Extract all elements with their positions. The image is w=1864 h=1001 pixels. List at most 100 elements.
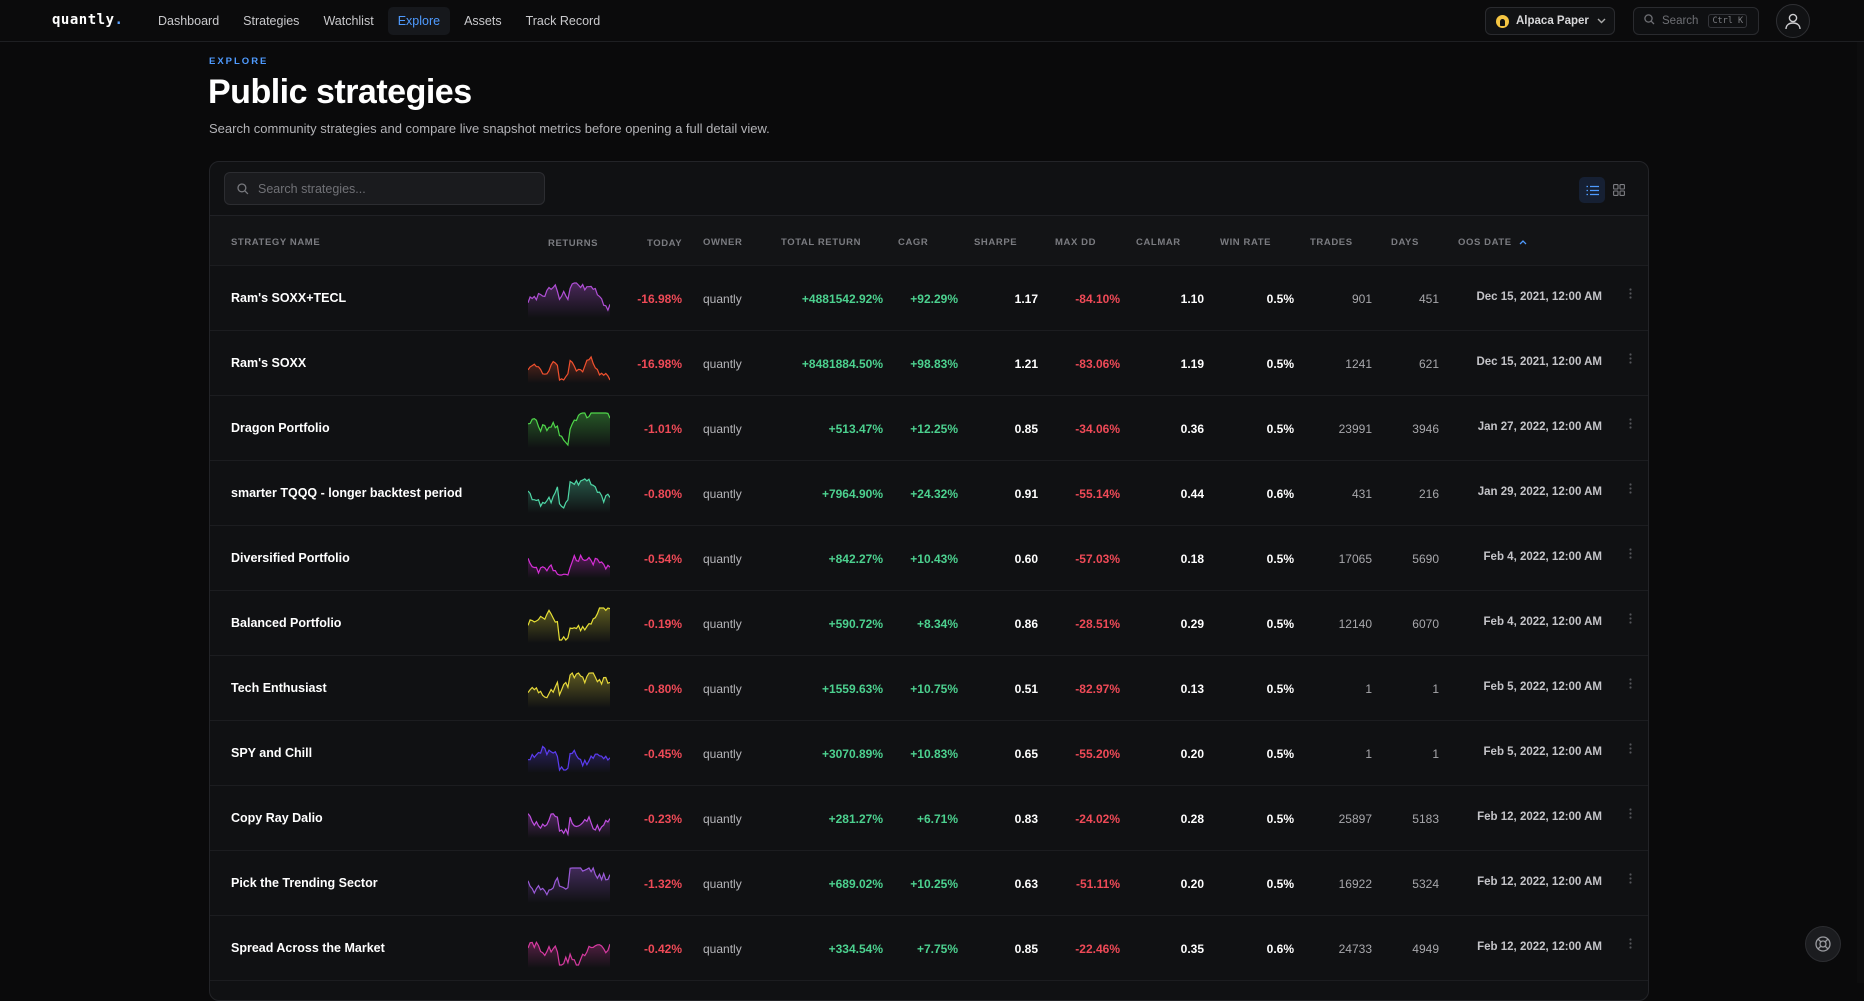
col-max-dd[interactable]: MAX DD [1055,237,1097,248]
today-change: -0.23% [643,812,682,826]
row-menu-icon[interactable] [1627,613,1633,624]
today-change: -16.98% [637,357,682,371]
total-return: +4881542.92% [801,292,883,306]
table-row[interactable]: Ram's SOXX+TECL -16.98% quantly +4881542.92… [210,266,1648,331]
grid-view-button[interactable] [1606,177,1632,203]
returns-sparkline [528,553,610,578]
table-row[interactable]: SPY and Chill -0.45% quantly +3070.89% +10.8… [210,721,1648,786]
row-menu-icon[interactable] [1627,743,1633,754]
table-row[interactable]: Spread Across the Market -0.42% quantly +33… [210,916,1648,981]
nav-watchlist[interactable]: Watchlist [323,14,374,28]
strategy-name[interactable]: Dragon Portfolio [231,421,330,435]
days: 5324 [1412,877,1439,891]
owner: quantly [703,357,742,371]
col-days[interactable]: DAYS [1391,237,1419,248]
col-calmar[interactable]: CALMAR [1136,237,1181,248]
sparkline-line [528,813,610,837]
owner: quantly [703,422,742,436]
win-rate: 0.5% [1266,682,1294,696]
user-avatar[interactable] [1776,4,1810,38]
col-oos-date[interactable]: OOS DATE [1458,237,1527,248]
row-menu-icon[interactable] [1627,938,1633,949]
trades: 1 [1365,682,1372,696]
calmar: 0.13 [1180,682,1204,696]
global-search[interactable]: Search Ctrl K [1633,7,1759,35]
returns-sparkline [528,412,610,448]
sharpe: 0.85 [1014,942,1038,956]
col-owner[interactable]: OWNER [703,237,743,248]
table-row[interactable]: Copy Ray Dalio -0.23% quantly +281.27% +6.71… [210,786,1648,851]
days: 3946 [1412,422,1439,436]
cagr: +12.25% [910,422,958,436]
sort-ascending-icon [1519,240,1527,245]
max-drawdown: -83.06% [1075,357,1120,371]
nav-assets[interactable]: Assets [464,14,502,28]
max-drawdown: -84.10% [1075,292,1120,306]
col-total-return[interactable]: TOTAL RETURN [781,237,862,248]
sharpe: 0.85 [1014,422,1038,436]
row-menu-icon[interactable] [1627,678,1633,689]
table-row[interactable]: Pick the Trending Sector -1.32% quantly +68… [210,851,1648,916]
table-row[interactable]: Tech Enthusiast -0.80% quantly +1559.63% +10… [210,656,1648,721]
support-button[interactable] [1805,926,1841,962]
strategy-search[interactable] [224,172,545,205]
list-view-button[interactable] [1579,177,1605,203]
strategy-name[interactable]: Diversified Portfolio [231,551,350,565]
top-nav: quantly. Dashboard Strategies Watchlist Exp… [0,0,1864,42]
row-menu-icon[interactable] [1627,808,1633,819]
col-win-rate[interactable]: WIN RATE [1220,237,1272,248]
nav-track-record[interactable]: Track Record [525,14,601,28]
row-menu-icon[interactable] [1627,483,1633,494]
returns-sparkline [528,607,610,643]
today-change: -0.42% [643,942,682,956]
global-search-placeholder: Search [1662,15,1699,27]
broker-selector[interactable]: Alpaca Paper [1485,7,1615,35]
strategy-name[interactable]: Ram's SOXX [231,356,307,370]
win-rate: 0.5% [1266,812,1294,826]
strategy-name[interactable]: Pick the Trending Sector [231,876,378,890]
col-sharpe[interactable]: SHARPE [974,237,1018,248]
table-row[interactable]: Ram's SOXX -16.98% quantly +8481884.50% +98.… [210,331,1648,396]
sharpe: 0.65 [1014,747,1038,761]
calmar: 0.35 [1180,942,1204,956]
days: 6070 [1412,617,1439,631]
table-row[interactable]: Dragon Portfolio -1.01% quantly +513.47% +12… [210,396,1648,461]
logo[interactable]: quantly. [52,12,124,28]
days: 5690 [1412,552,1439,566]
days: 216 [1418,487,1439,501]
col-today[interactable]: TODAY [647,238,683,249]
strategy-name[interactable]: Copy Ray Dalio [231,811,323,825]
trades: 25897 [1338,812,1372,826]
col-cagr[interactable]: CAGR [898,237,929,248]
search-icon [1644,14,1655,28]
row-menu-icon[interactable] [1627,288,1633,299]
row-menu-icon[interactable] [1627,873,1633,884]
row-menu-icon[interactable] [1627,548,1633,559]
strategy-name[interactable]: SPY and Chill [231,746,313,760]
sparkline-line [528,866,610,897]
nav-strategies[interactable]: Strategies [243,14,300,28]
returns-sparkline [528,671,610,708]
strategy-name[interactable]: Ram's SOXX+TECL [231,291,347,305]
strategy-name[interactable]: Spread Across the Market [231,941,385,955]
col-returns[interactable]: RETURNS [548,238,599,249]
row-menu-icon[interactable] [1627,418,1633,429]
max-drawdown: -82.97% [1075,682,1120,696]
row-menu-icon[interactable] [1627,353,1633,364]
sparkline-line [528,412,610,447]
table-row[interactable]: smarter TQQQ - longer backtest period -0.… [210,461,1648,526]
nav-explore[interactable]: Explore [387,7,451,35]
strategy-search-input[interactable] [258,181,528,196]
table-row[interactable]: Balanced Portfolio -0.19% quantly +590.72% +… [210,591,1648,656]
strategy-name[interactable]: Balanced Portfolio [231,616,342,630]
page-scrollbar[interactable] [1857,42,1864,983]
col-trades[interactable]: TRADES [1310,237,1353,248]
total-return: +590.72% [828,617,883,631]
strategy-name[interactable]: smarter TQQQ - longer backtest period [231,486,463,500]
table-row[interactable]: Diversified Portfolio -0.54% quantly +842.2… [210,526,1648,591]
col-strategy-name[interactable]: STRATEGY NAME [231,237,321,248]
strategy-name[interactable]: Tech Enthusiast [231,681,327,695]
nav-dashboard[interactable]: Dashboard [158,14,220,28]
max-drawdown: -55.14% [1075,487,1120,501]
oos-date: Dec 15, 2021, 12:00 AM [1476,356,1602,368]
